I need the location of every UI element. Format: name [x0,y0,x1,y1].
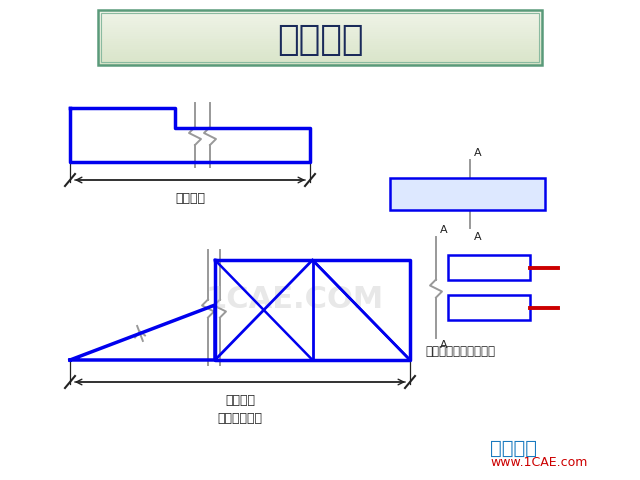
Text: 仿真在线: 仿真在线 [490,439,537,457]
Bar [98,21,542,24]
Bar [98,54,542,56]
Bar [101,13,539,62]
Text: 省略画法: 省略画法 [276,23,364,57]
Text: 标注原长: 标注原长 [225,394,255,407]
Bar [98,19,542,22]
Bar [98,32,542,35]
Bar [98,60,542,62]
Text: A: A [440,340,447,350]
Bar [98,17,542,20]
Bar [98,43,542,45]
Text: 折断省略画法: 折断省略画法 [218,412,262,425]
Bar [98,36,542,38]
Bar [98,28,542,31]
Text: A: A [474,148,482,158]
Text: A: A [440,225,447,235]
Bar [98,52,542,55]
Bar [98,37,542,40]
Bar [98,24,542,27]
Bar [98,15,542,18]
Text: www.1CAE.com: www.1CAE.com [490,456,588,469]
Text: A: A [474,232,482,242]
Bar [98,10,542,65]
Text: 构件局部不同省略画法: 构件局部不同省略画法 [425,345,495,358]
Bar [98,34,542,36]
Bar [98,10,542,12]
Bar [98,26,542,29]
Bar [98,48,542,51]
Bar [98,56,542,58]
Bar [448,295,530,320]
Text: 1CAE.COM: 1CAE.COM [206,286,384,314]
Bar [98,41,542,44]
Bar [98,45,542,47]
Bar [98,23,542,25]
Bar [98,61,542,64]
Bar [98,13,542,16]
Bar [98,47,542,49]
Bar [98,50,542,53]
Bar [98,12,542,14]
Text: 标注原长: 标注原长 [175,192,205,205]
Bar [98,30,542,33]
Bar [98,63,542,65]
Bar [98,58,542,60]
Bar [390,178,545,210]
Bar [98,39,542,42]
Bar [448,255,530,280]
